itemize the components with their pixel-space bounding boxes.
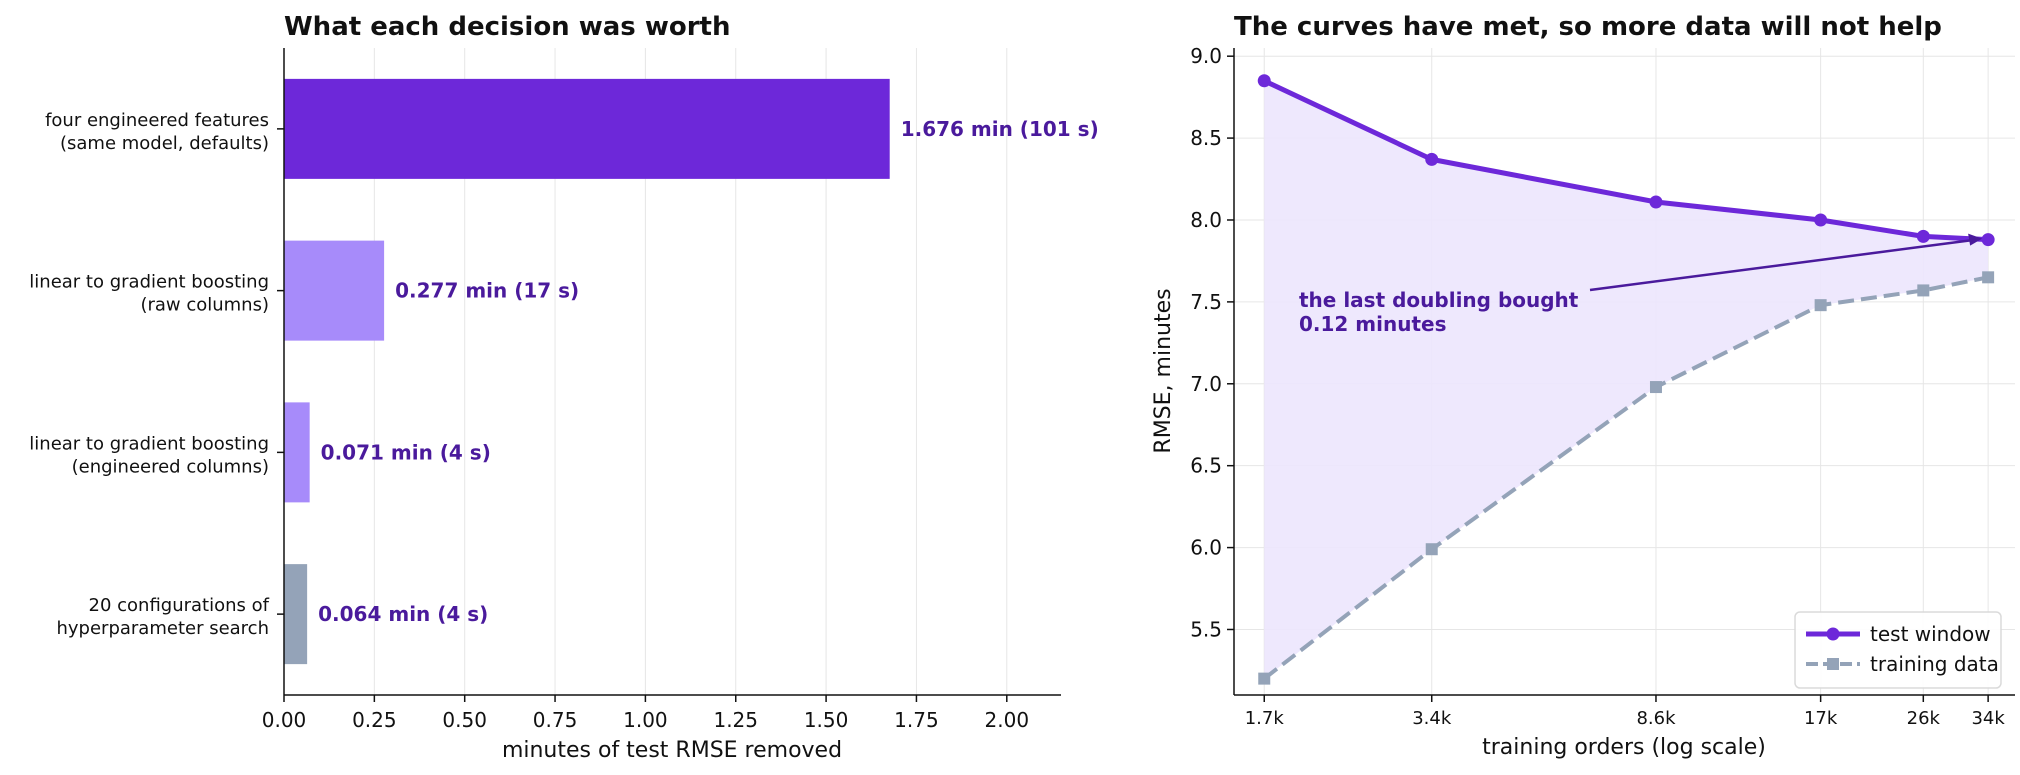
bar-chart-x-tick-label: 1.00 [623,708,668,732]
legend-training-data-label: training data [1870,652,1999,676]
training-data-point [1814,299,1827,312]
test-window-point [1916,229,1930,243]
bar-chart-x-label: minutes of test RMSE removed [502,738,842,763]
gap-fill-area [1264,80,1989,679]
bar [284,402,310,503]
line-chart-y-tick-label: 6.0 [1190,536,1222,560]
legend-training-data-marker [1827,658,1839,670]
annotation-text: the last doubling bought 0.12 minutes [1299,288,1579,336]
bar-chart-x-tick-label: 0.25 [352,708,397,732]
line-chart-y-tick-label: 8.5 [1190,126,1222,150]
line-chart-y-tick-label: 7.5 [1190,290,1222,314]
bar-chart: What each decision was worth 1.676 min (… [29,12,1098,763]
bar-category-label: linear to gradient boosting (raw columns) [29,272,269,316]
line-chart-x-tick-label: 34k [1971,708,2005,729]
line-chart-x-tick-label: 1.7k [1245,708,1285,729]
legend-test-window-marker [1826,627,1840,641]
line-chart-x-tick-label: 8.6k [1636,708,1676,729]
bar-value-label: 1.676 min (101 s) [901,117,1099,141]
bar-chart-category-labels: four engineered features (same model, def… [29,110,284,639]
line-chart-x-tick-label: 26k [1907,708,1941,729]
training-data-point [1258,672,1271,685]
test-window-point [1814,213,1828,227]
line-chart-y-ticks: 5.5 6.0 6.5 7.0 7.5 8.0 8.5 9.0 [1190,44,1234,641]
line-chart-y-tick-label: 5.5 [1190,617,1222,641]
line-chart-y-tick-label: 7.0 [1190,372,1222,396]
training-data-point [1425,543,1438,556]
legend: test window training data [1794,611,2002,689]
bar-category-label: 20 configurations of hyperparameter searc… [56,595,269,639]
training-data-point [1649,381,1662,394]
bar [284,78,890,179]
legend-box [1794,611,2002,689]
training-data-point [1917,284,1930,297]
annotation-arrow [1589,238,1977,292]
bar [284,564,308,665]
line-chart-title: The curves have met, so more data will n… [1234,12,1942,42]
bar-value-label: 0.071 min (4 s) [321,440,491,464]
bar-chart-bars: 1.676 min (101 s) 0.277 min (17 s) 0.071 m… [284,78,1099,665]
line-chart-y-label: RMSE, minutes [1151,288,1176,453]
bar-chart-x-tick-label: 0.75 [533,708,578,732]
bar-value-label: 0.277 min (17 s) [395,279,579,303]
bar-chart-x-ticks: 0.00 0.25 0.50 0.75 1.00 1.25 1.50 1.75 2.00 [262,695,1029,732]
line-chart-y-tick-label: 8.0 [1190,208,1222,232]
bar-chart-x-tick-label: 1.50 [804,708,849,732]
bar-category-label: linear to gradient boosting (engineered c… [29,433,269,477]
line-chart-y-tick-label: 6.5 [1190,454,1222,478]
training-data-line [1263,275,1989,681]
line-chart-y-tick-label: 9.0 [1190,44,1222,68]
test-window-point [1649,195,1663,209]
bar-chart-x-tick-label: 1.25 [713,708,758,732]
test-window-line [1263,78,1989,243]
bar-value-label: 0.064 min (4 s) [318,602,488,626]
line-chart: The curves have met, so more data will n… [1151,12,2015,760]
bar-chart-x-tick-label: 0.00 [262,708,307,732]
bar-category-label: four engineered features (same model, def… [45,110,269,154]
annotation: the last doubling bought 0.12 minutes [1299,233,1983,336]
line-chart-x-ticks: 1.7k 3.4k 8.6k 17k 26k 34k [1245,695,2005,729]
line-chart-x-label: training orders (log scale) [1482,735,1766,760]
training-data-point [1982,271,1995,284]
bar-chart-x-tick-label: 1.75 [894,708,939,732]
bar-chart-title: What each decision was worth [284,12,730,42]
bar-chart-x-tick-label: 0.50 [442,708,487,732]
bar [284,240,385,341]
test-window-point [1425,152,1439,166]
legend-test-window-label: test window [1870,622,1991,646]
bar-chart-x-tick-label: 2.00 [985,708,1030,732]
line-chart-x-tick-label: 3.4k [1412,708,1452,729]
test-window-point [1257,74,1271,88]
annotation-arrowhead [1968,233,1983,246]
line-chart-series [1257,74,1995,685]
line-chart-x-tick-label: 17k [1804,708,1838,729]
test-window-point [1981,233,1995,247]
